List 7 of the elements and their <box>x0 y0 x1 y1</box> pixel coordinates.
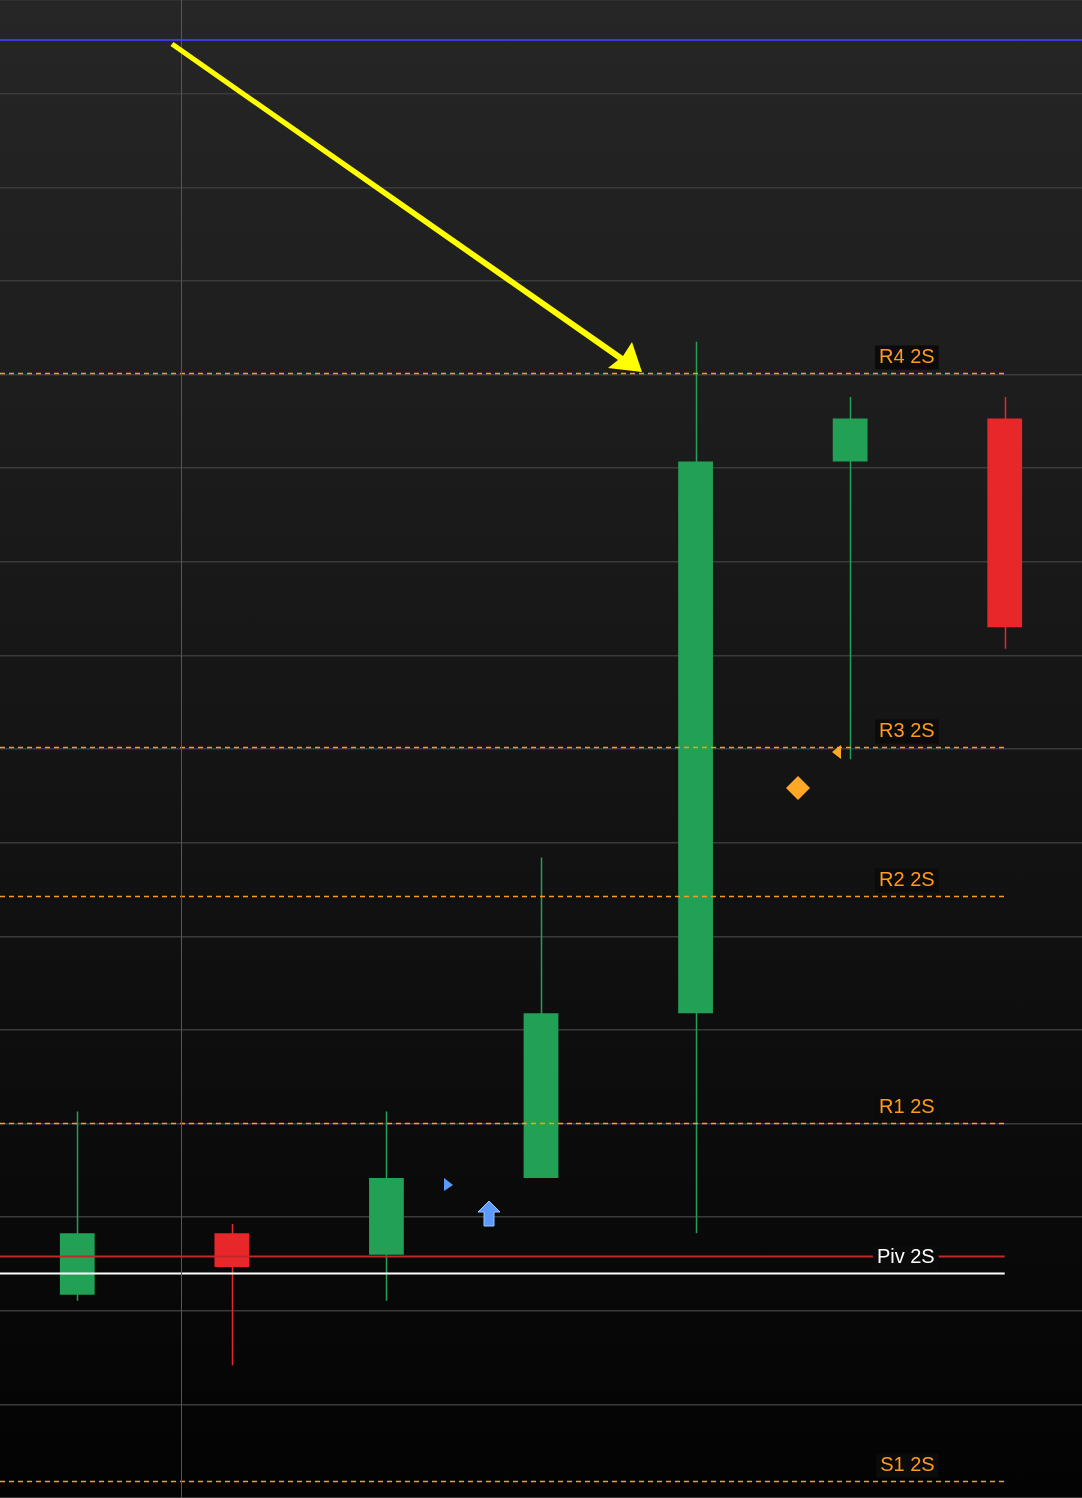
ref-line-label: S1 2S <box>880 1453 935 1476</box>
ref-line-label: R3 2S <box>879 719 935 742</box>
ref-line-label: R2 2S <box>879 868 935 891</box>
ref-line-label: R1 2S <box>879 1095 935 1118</box>
candlestick <box>832 396 868 761</box>
ref-line-label: Piv 2S <box>876 1245 935 1268</box>
ref-line-label: R4 2S <box>879 345 935 368</box>
